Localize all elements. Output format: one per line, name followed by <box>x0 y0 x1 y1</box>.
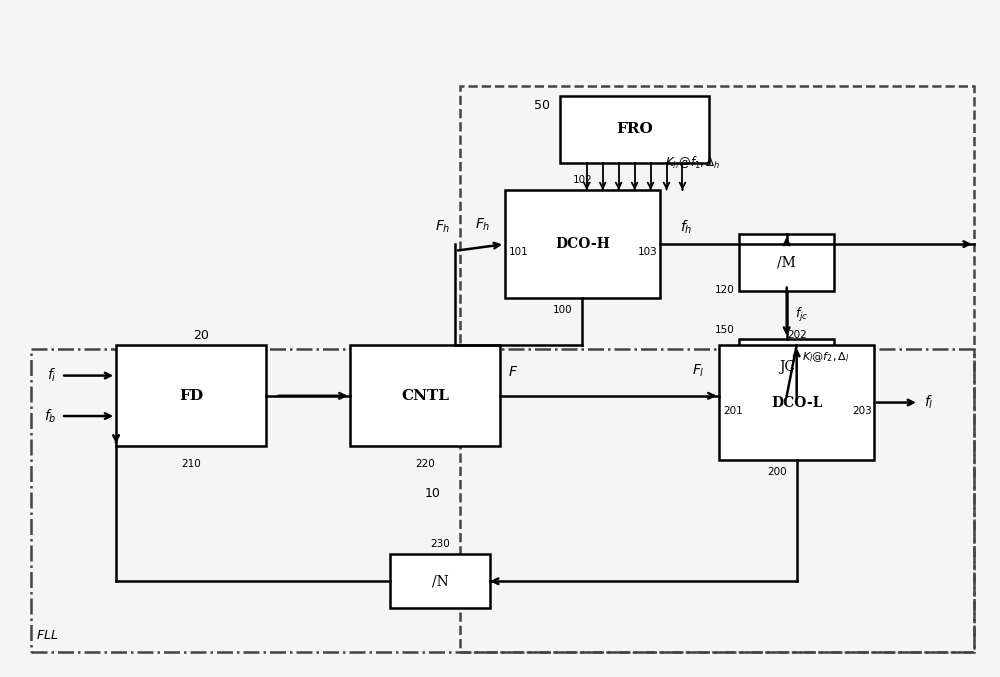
Text: 120: 120 <box>715 284 734 294</box>
Text: /N: /N <box>432 574 449 588</box>
Text: $FLL$: $FLL$ <box>36 629 59 642</box>
Bar <box>116 345 266 446</box>
Text: 200: 200 <box>767 466 787 477</box>
Text: CNTL: CNTL <box>401 389 449 403</box>
Text: /M: /M <box>777 256 796 269</box>
Bar <box>739 338 834 396</box>
Bar <box>31 349 974 652</box>
Text: 201: 201 <box>723 406 743 416</box>
Text: 101: 101 <box>509 248 529 257</box>
Text: 103: 103 <box>638 248 658 257</box>
Text: 10: 10 <box>424 487 440 500</box>
Text: FRO: FRO <box>616 123 653 137</box>
Text: 102: 102 <box>572 175 592 185</box>
Bar <box>719 345 874 460</box>
Bar <box>390 554 490 608</box>
Text: 220: 220 <box>415 458 435 468</box>
Text: 203: 203 <box>852 406 872 416</box>
Text: 202: 202 <box>787 330 807 340</box>
Text: $f_h$: $f_h$ <box>680 219 692 236</box>
Text: 150: 150 <box>715 325 734 335</box>
Text: $f_i$: $f_i$ <box>47 367 56 385</box>
Text: DCO-L: DCO-L <box>771 395 822 410</box>
Text: DCO-H: DCO-H <box>555 237 610 251</box>
Text: JC: JC <box>779 360 795 374</box>
Bar <box>739 234 834 291</box>
Text: $F$: $F$ <box>508 365 518 379</box>
Text: $F_h$: $F_h$ <box>475 217 490 234</box>
Text: 210: 210 <box>181 458 201 468</box>
Text: 50: 50 <box>534 99 550 112</box>
Bar <box>460 86 974 652</box>
Text: 20: 20 <box>193 328 209 342</box>
Text: $f_b$: $f_b$ <box>44 408 56 424</box>
Bar <box>505 190 660 298</box>
Text: 100: 100 <box>553 305 572 315</box>
Text: $F_h$: $F_h$ <box>435 219 450 236</box>
Text: FD: FD <box>179 389 203 403</box>
Text: $K_l@f_2,\Delta_l$: $K_l@f_2,\Delta_l$ <box>802 350 849 364</box>
Text: $f_{jc}$: $f_{jc}$ <box>795 306 808 324</box>
Bar <box>560 95 709 163</box>
Text: $K_h@f_1, \Delta_h$: $K_h@f_1, \Delta_h$ <box>665 155 720 171</box>
Text: $F_l$: $F_l$ <box>692 363 704 379</box>
Text: 230: 230 <box>430 539 450 549</box>
Text: $f_l$: $f_l$ <box>924 394 933 411</box>
Bar <box>350 345 500 446</box>
